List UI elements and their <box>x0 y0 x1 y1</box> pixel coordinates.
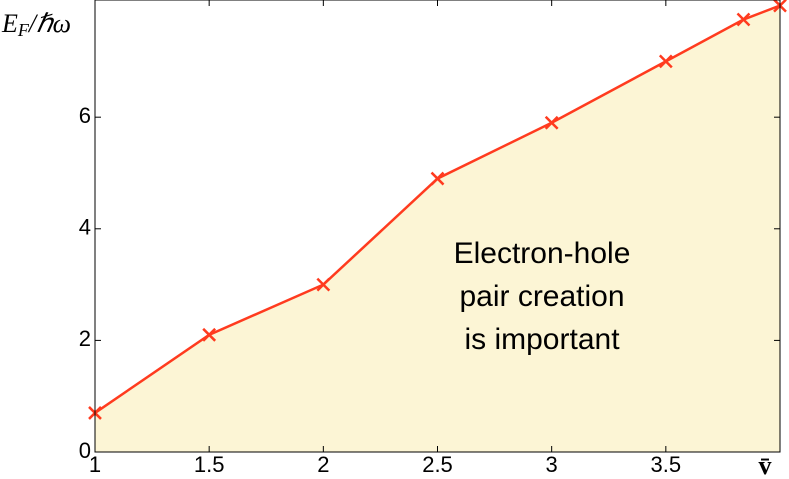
y-tick-label: 6 <box>79 103 91 128</box>
area <box>95 5 780 452</box>
x-tick-label: 1 <box>89 452 101 477</box>
y-label-rest: /ℏω <box>27 9 71 38</box>
y-tick-label: 4 <box>79 215 91 240</box>
x-axis-label: v̄ <box>759 451 772 479</box>
marker <box>544 115 559 130</box>
y-tick-label: 0 <box>79 438 91 463</box>
x-tick-label: 1.5 <box>194 452 225 477</box>
annotation: is important <box>464 323 620 356</box>
y-label-sub: F <box>17 20 30 40</box>
marker <box>430 171 445 186</box>
marker-stroke <box>736 12 751 27</box>
y-tick-label: 2 <box>79 326 91 351</box>
marker <box>658 54 673 69</box>
marker <box>316 277 331 292</box>
annotation: pair creation <box>459 280 624 313</box>
y-axis-label: EF/ℏω <box>1 9 71 40</box>
x-tick-label: 2 <box>317 452 329 477</box>
marker <box>202 327 217 342</box>
marker-stroke <box>658 54 673 69</box>
x-tick-label: 2.5 <box>422 452 453 477</box>
y-label-main: E <box>1 9 18 38</box>
marker <box>736 12 751 27</box>
marker-stroke <box>316 277 331 292</box>
marker-stroke <box>202 327 217 342</box>
x-tick-label: 3.5 <box>651 452 682 477</box>
x-tick-label: 3 <box>546 452 558 477</box>
marker-stroke <box>544 115 559 130</box>
annotation: Electron-hole <box>454 237 631 270</box>
line <box>94 4 781 414</box>
marker-stroke <box>430 171 445 186</box>
